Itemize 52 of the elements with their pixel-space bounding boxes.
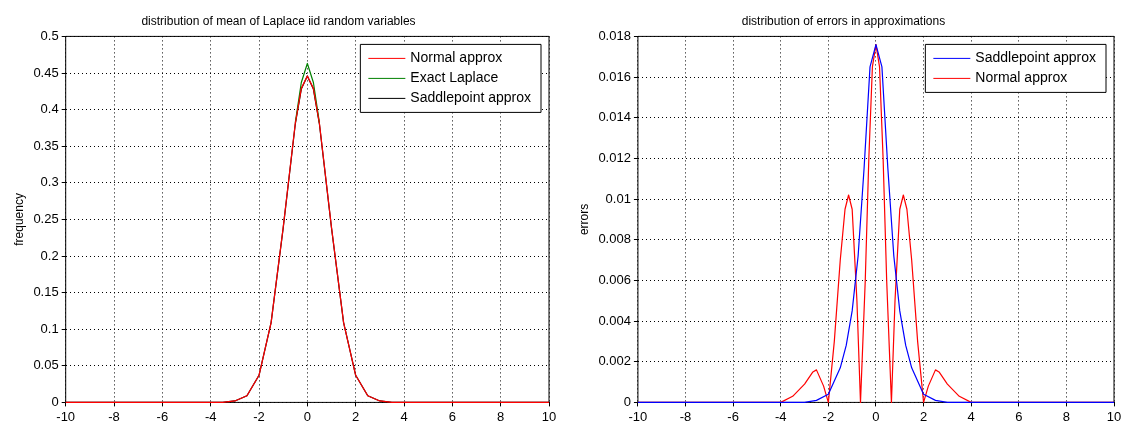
x-tick-label: -10	[56, 408, 76, 424]
y-tick-label: 0.002	[598, 353, 631, 369]
chart-title: distribution of errors in approximations	[741, 13, 946, 28]
x-tick-label: -2	[253, 408, 265, 424]
y-tick-label: 0.05	[33, 357, 59, 373]
x-tick-label: 10	[541, 408, 557, 424]
x-tick-label: 4	[400, 408, 408, 424]
y-axis-title: frequency	[11, 193, 26, 246]
x-tick-label: -4	[774, 408, 787, 424]
chart-title: distribution of mean of Laplace iid random variables	[141, 13, 416, 28]
x-tick-label: 2	[352, 408, 360, 424]
y-tick-label: 0.5	[40, 27, 59, 43]
x-tick-label: -2	[822, 408, 835, 424]
y-tick-label: 0	[51, 393, 59, 409]
x-tick-label: 0	[303, 408, 311, 424]
x-tick-label: -10	[628, 408, 648, 424]
y-tick-label: 0.3	[40, 174, 59, 190]
y-tick-label: 0.018	[598, 27, 631, 43]
x-tick-label: -8	[679, 408, 692, 424]
x-tick-label: 6	[448, 408, 456, 424]
x-tick-label: 8	[1062, 408, 1071, 424]
legend-label: Saddlepoint approx	[410, 89, 532, 106]
y-tick-label: 0.01	[605, 190, 631, 206]
y-tick-label: 0.014	[598, 109, 631, 125]
legend-label: Normal approx	[410, 49, 503, 66]
x-tick-label: 6	[1015, 408, 1023, 424]
legend-label: Exact Laplace	[410, 69, 499, 86]
y-tick-label: 0.2	[40, 247, 59, 263]
y-axis-title: errors	[576, 203, 591, 236]
y-tick-label: 0	[623, 393, 631, 409]
x-tick-label: 2	[919, 408, 928, 424]
y-tick-label: 0.008	[598, 231, 631, 247]
y-tick-label: 0.15	[33, 284, 59, 300]
legend-label: Saddlepoint approx	[975, 49, 1097, 66]
y-tick-label: 0.4	[40, 101, 59, 117]
y-tick-label: 0.004	[598, 312, 631, 328]
x-tick-label: 10	[1106, 408, 1122, 424]
legend-label: Normal approx	[975, 69, 1068, 86]
y-tick-label: 0.012	[598, 149, 631, 165]
x-tick-label: 0	[872, 408, 880, 424]
y-tick-label: 0.45	[33, 64, 59, 80]
x-tick-label: -4	[204, 408, 217, 424]
y-tick-label: 0.35	[33, 137, 59, 153]
x-tick-label: 4	[967, 408, 975, 424]
x-tick-label: -6	[727, 408, 739, 424]
y-tick-label: 0.006	[598, 271, 631, 287]
x-tick-label: 8	[497, 408, 505, 424]
x-tick-label: -6	[156, 408, 169, 424]
y-tick-label: 0.25	[33, 210, 59, 226]
y-tick-label: 0.016	[598, 68, 631, 84]
x-tick-label: -8	[108, 408, 120, 424]
y-tick-label: 0.1	[40, 320, 59, 336]
